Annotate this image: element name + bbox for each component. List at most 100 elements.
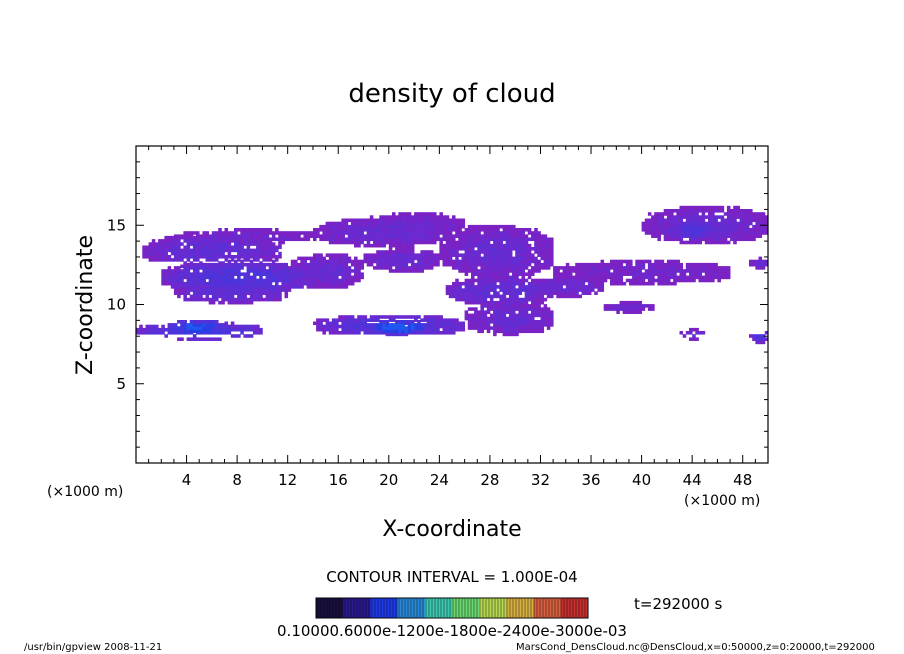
density-cell: [537, 278, 541, 283]
density-cell: [534, 300, 538, 305]
density-cell: [679, 278, 684, 283]
density-cell: [480, 291, 484, 295]
density-cell: [657, 221, 661, 226]
density-cell: [202, 291, 206, 295]
density-cell: [237, 248, 241, 253]
density-cell: [170, 248, 175, 253]
density-cell: [306, 231, 311, 235]
density-cell: [388, 215, 393, 219]
density-cell: [499, 297, 503, 302]
density-cell: [445, 262, 450, 267]
density-cell: [679, 269, 684, 273]
density-cell: [458, 324, 462, 329]
density-cell: [161, 275, 165, 280]
density-cell: [723, 266, 728, 270]
density-cell: [284, 294, 289, 299]
density-cell: [704, 215, 709, 219]
density-cell: [619, 266, 624, 270]
density-cell: [537, 259, 541, 264]
density-cell: [306, 275, 311, 280]
density-cell: [496, 266, 500, 270]
density-cell: [227, 327, 232, 332]
density-cell: [297, 281, 301, 286]
density-cell: [379, 221, 383, 226]
density-cell: [433, 259, 437, 264]
density-cell: [666, 218, 671, 223]
density-cell: [610, 275, 614, 280]
density-cell: [496, 243, 500, 248]
density-cell: [711, 272, 715, 276]
density-cell: [670, 281, 674, 286]
density-cell: [695, 212, 699, 216]
density-cell: [499, 266, 503, 270]
density-cell: [268, 255, 273, 259]
density-cell: [401, 326, 405, 330]
density-cell: [328, 237, 333, 242]
density-cell: [211, 258, 216, 262]
density-cell: [682, 275, 687, 280]
density-cell: [265, 288, 270, 292]
density-cell: [670, 237, 674, 242]
density-cell: [701, 215, 706, 219]
density-cell: [543, 307, 548, 311]
density-cell: [761, 228, 766, 232]
density-cell: [505, 300, 510, 305]
density-cell: [467, 269, 472, 273]
density-cell: [464, 237, 469, 242]
density-cell: [407, 231, 412, 235]
density-cell: [164, 248, 168, 253]
density-cell: [651, 234, 655, 238]
density-cell: [155, 324, 159, 329]
density-cell: [524, 291, 529, 295]
density-cell: [524, 256, 529, 261]
density-cell: [404, 326, 409, 330]
density-cell: [543, 297, 548, 302]
density-cell: [685, 224, 690, 229]
density-cell: [587, 269, 592, 273]
density-cell: [502, 291, 507, 295]
density-cell: [711, 209, 715, 213]
density-cell: [395, 228, 399, 232]
density-cell: [673, 281, 677, 286]
density-cell: [322, 256, 326, 261]
density-cell: [458, 218, 462, 223]
density-cell: [467, 237, 472, 242]
density-cell: [512, 272, 516, 276]
density-cell: [366, 256, 371, 261]
density-cell: [698, 231, 703, 235]
density-cell: [316, 262, 320, 267]
density-cell: [155, 255, 159, 259]
density-cell: [606, 269, 611, 273]
density-cell: [313, 262, 317, 267]
density-cell: [692, 209, 696, 213]
density-cell: [234, 272, 238, 276]
density-cell: [657, 275, 661, 280]
density-cell: [660, 269, 665, 273]
density-cell: [480, 250, 484, 254]
density-cell: [550, 240, 554, 245]
density-cell: [183, 248, 187, 253]
density-cell: [199, 291, 203, 295]
density-cell: [474, 259, 478, 264]
density-cell: [480, 316, 484, 321]
density-cell: [711, 269, 715, 273]
density-cell: [524, 304, 529, 308]
density-cell: [581, 285, 586, 289]
density-cell: [423, 234, 428, 238]
density-cell: [404, 243, 409, 248]
density-cell: [527, 275, 532, 280]
density-cell: [205, 272, 210, 276]
density-cell: [281, 275, 285, 280]
density-cell: [180, 278, 184, 283]
density-cell: [363, 221, 368, 226]
density-cell: [429, 262, 434, 267]
density-cell: [559, 266, 563, 270]
density-cell: [496, 285, 500, 289]
density-cell: [290, 234, 295, 238]
density-cell: [537, 288, 541, 292]
density-cell: [597, 266, 601, 270]
density-cell: [546, 310, 551, 314]
density-cell: [458, 285, 462, 289]
density-cell: [300, 275, 304, 280]
density-cell: [761, 259, 766, 264]
